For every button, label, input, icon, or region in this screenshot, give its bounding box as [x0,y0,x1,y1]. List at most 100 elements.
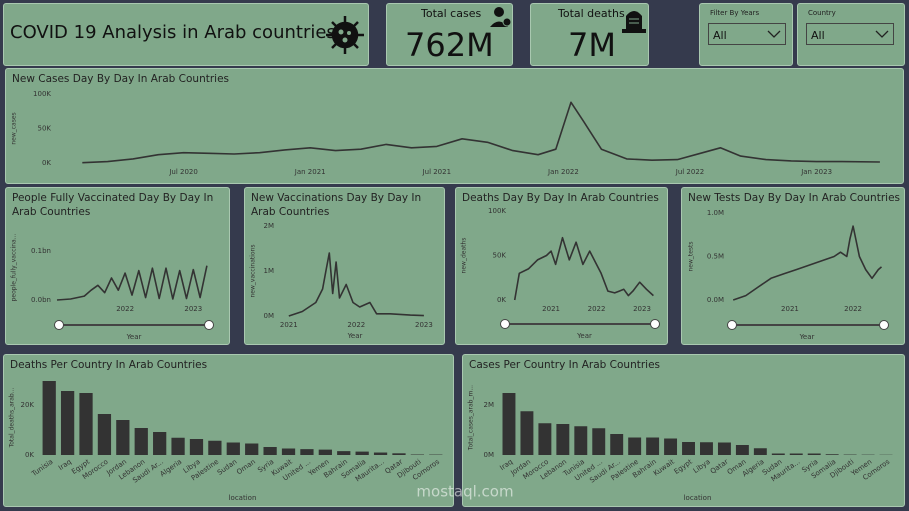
x-tick-label: Egypt [673,458,694,476]
x-tick-label: 2022 [347,321,365,329]
bar [735,445,749,455]
x-tick-label: Libya [692,458,712,475]
bar [355,451,369,455]
bar [281,448,296,455]
y-tick-label: 0M [264,312,275,320]
y-axis-title: new_vaccinations [250,245,257,298]
x-axis-title: Year [799,333,815,341]
chart-panel: Deaths Per Country In Arab Countries [3,354,454,507]
x-tick-label: 2021 [280,321,298,329]
bar [556,424,570,455]
x-tick-label: Tunisia [29,458,54,479]
y-axis-title: new_tests [688,241,695,271]
bar [502,393,516,455]
bar [717,442,731,455]
x-tick-label: Jul 2021 [422,168,452,176]
bar [825,454,839,455]
y-tick-label: 20K [21,401,35,409]
chart-title: Deaths Per Country In Arab Countries [10,359,208,371]
x-tick-label: Jan 2023 [800,168,832,176]
y-tick-label: 1M [264,267,275,275]
dropdown-value: All [713,29,727,42]
x-axis-title: location [229,494,257,502]
x-tick-label: Oman [235,458,257,477]
chart-panel: Deaths Day By Day In Arab Countries [455,187,668,345]
y-tick-label: 0K [25,451,34,459]
chart-title: Cases Per Country In Arab Countries [469,359,660,371]
bar [538,423,552,455]
slider[interactable] [54,319,889,330]
x-tick-label: Jul 2022 [675,168,705,176]
watermark: mostaql.com [416,483,513,501]
virus-icon [326,16,364,54]
card: Total deaths 7M [530,3,649,66]
bar [592,428,606,455]
x-tick-label: Qatar [709,458,730,476]
chevron [767,30,781,38]
bar [646,437,660,455]
chart-panel: People Fully Vaccinated Day By Day In Ar… [5,187,230,345]
line [288,252,424,317]
x-tick-label: 2021 [542,305,560,313]
chart-title: Deaths Day By Day In Arab Countries [462,192,659,204]
x-tick-label: Jan 2022 [547,168,579,176]
bar [682,442,695,455]
y-axis-title: Total_cases_arab_m... [468,385,475,451]
bar [807,453,821,455]
y-axis-title: new_cases [11,112,18,144]
bar [153,432,167,455]
bar [171,437,185,455]
bar [610,434,624,455]
x-axis-title: Year [126,333,142,341]
line [82,101,880,164]
bar [392,453,406,455]
y-tick-label: 0.0bn [31,296,51,304]
chart-panel: New Vaccinations Day By Day In Arab Coun… [244,187,445,345]
y-tick-label: 50K [493,252,507,260]
dropdown-value: All [811,29,825,42]
y-tick-label: 1.0M [707,209,724,217]
chart-panel: Cases Per Country In Arab Countries [462,354,905,507]
bar [97,414,112,455]
person-icon [490,7,512,27]
bar [318,449,332,455]
slicer[interactable]: Country All [797,3,905,66]
line [732,225,883,301]
bar [116,420,130,455]
title-panel: COVID 19 Analysis in Arab countries [3,3,369,66]
slicer[interactable]: Filter By Years All [699,3,793,66]
y-tick-label: 0K [42,159,51,167]
chevron [875,30,889,38]
line [513,236,654,301]
bar [753,448,767,455]
x-tick-label: Kuwait [652,458,676,478]
x-axis-title: Year [576,332,592,340]
x-tick-label: 2023 [415,321,433,329]
y-axis-title: people_fully_vaccina... [11,233,18,301]
bar [300,449,314,455]
bar [574,426,588,455]
x-tick-label: 2022 [116,305,134,313]
bar [700,442,713,455]
y-tick-label: 2M [484,401,495,409]
x-tick-label: 2022 [844,305,862,313]
y-tick-label: 0K [497,296,506,304]
dropdown[interactable]: All [708,23,786,45]
card: Total cases 762M [386,3,513,66]
bar [337,451,351,455]
bar [134,428,148,455]
bar [263,447,277,455]
bar [245,443,259,455]
dropdown[interactable]: All [806,23,894,45]
slicer-label: Filter By Years [710,9,760,17]
bar [226,442,240,455]
dashboard-title: COVID 19 Analysis in Arab countries [10,22,336,43]
chart-panel: New Cases Day By Day In Arab Countries [5,68,904,184]
x-tick-label: 2022 [588,305,606,313]
bar [189,439,204,455]
bar [79,393,93,455]
line [56,265,208,301]
card-label: Total cases [421,7,482,20]
slicer-label: Country [808,9,836,17]
